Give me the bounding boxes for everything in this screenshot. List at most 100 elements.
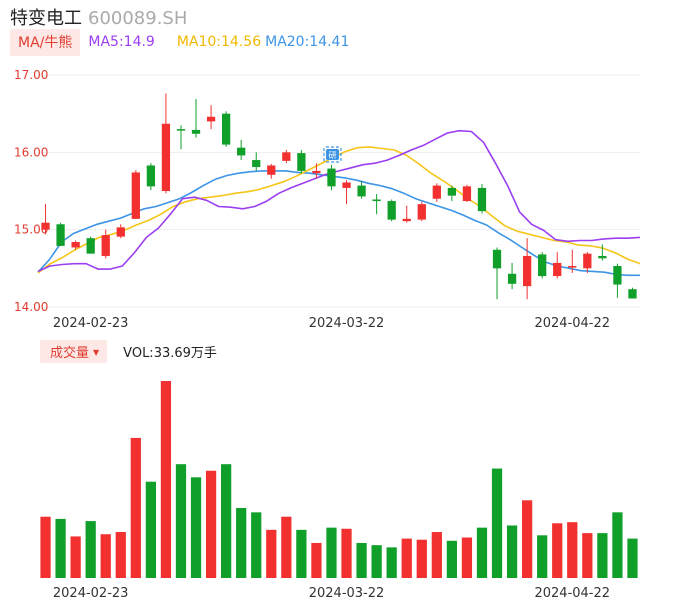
candle-body bbox=[462, 186, 472, 202]
x-tick-label: 2024-03-22 bbox=[309, 586, 385, 601]
volume-bars bbox=[40, 381, 638, 578]
candle bbox=[191, 98, 201, 138]
candle bbox=[71, 240, 80, 250]
volume-bar bbox=[341, 528, 352, 578]
candle-body bbox=[297, 153, 306, 171]
ma-legend: MA/牛熊 MA5:14.9 MA10:14.56 MA20:14.41 bbox=[10, 28, 350, 56]
candle-body bbox=[628, 289, 637, 299]
volume-bar bbox=[491, 468, 503, 578]
candle bbox=[282, 150, 291, 164]
volume-value: VOL:33.69万手 bbox=[123, 345, 217, 361]
volume-bar bbox=[85, 521, 96, 578]
candle-body bbox=[553, 262, 562, 277]
x-tick-label: 2024-03-22 bbox=[309, 316, 385, 331]
candle-body bbox=[538, 254, 547, 277]
candle bbox=[146, 163, 156, 191]
volume-bar bbox=[552, 523, 563, 578]
y-tick-label: 14.00 bbox=[14, 300, 48, 314]
volume-bar bbox=[401, 538, 412, 578]
candle-body bbox=[252, 160, 261, 168]
ma-toggle-button[interactable]: MA/牛熊 bbox=[10, 28, 81, 56]
candle-body bbox=[191, 129, 201, 134]
candle bbox=[492, 247, 502, 300]
price-grid bbox=[38, 74, 640, 308]
volume-toggle-label: 成交量 bbox=[50, 345, 90, 361]
candle-body bbox=[267, 165, 276, 175]
candle bbox=[312, 163, 321, 179]
volume-bar bbox=[175, 464, 187, 578]
volume-indicator-dropdown[interactable]: 成交量 ▼ bbox=[40, 339, 108, 363]
candle-body bbox=[522, 255, 532, 287]
candle-body bbox=[327, 168, 336, 187]
candle-body bbox=[477, 187, 487, 212]
candle-body bbox=[613, 266, 622, 285]
candle bbox=[221, 111, 231, 147]
price-axis-labels: 17.00 16.00 15.00 14.00 bbox=[14, 68, 48, 314]
candle bbox=[583, 252, 592, 273]
ma20-value: MA20:14.41 bbox=[265, 34, 350, 50]
candle-body bbox=[402, 218, 411, 222]
stock-code: 600089.SH bbox=[88, 8, 188, 29]
volume-bar bbox=[205, 470, 217, 578]
volume-bar bbox=[356, 542, 367, 578]
event-marker-icon[interactable]: 研 bbox=[323, 146, 342, 163]
volume-bar bbox=[190, 477, 202, 578]
volume-bar bbox=[145, 481, 156, 578]
candle bbox=[267, 163, 276, 179]
candle bbox=[342, 180, 351, 205]
candle-body bbox=[568, 266, 577, 268]
volume-bar bbox=[266, 529, 277, 578]
candle-body bbox=[598, 255, 607, 259]
candle-body bbox=[86, 238, 95, 254]
candle-body bbox=[176, 129, 186, 131]
ma10-line bbox=[37, 146, 641, 274]
candlestick-series bbox=[41, 93, 637, 300]
candle bbox=[387, 199, 396, 222]
volume-bar bbox=[55, 518, 66, 578]
ma5-line bbox=[37, 129, 641, 273]
candle bbox=[116, 224, 125, 239]
y-tick-label: 15.00 bbox=[14, 223, 48, 237]
volume-bar bbox=[236, 507, 247, 578]
volume-bar bbox=[160, 381, 172, 578]
candle bbox=[161, 93, 171, 194]
candle-body bbox=[56, 224, 65, 246]
candle-body bbox=[342, 182, 351, 188]
candle bbox=[522, 238, 532, 300]
x-tick-label: 2024-02-23 bbox=[53, 586, 129, 601]
x-tick-label: 2024-02-23 bbox=[53, 316, 129, 331]
candle-body bbox=[312, 170, 321, 174]
volume-bar bbox=[326, 527, 337, 578]
candle bbox=[432, 183, 441, 202]
volume-bar bbox=[130, 437, 141, 578]
candle-body bbox=[417, 204, 426, 220]
y-tick-label: 17.00 bbox=[14, 68, 48, 82]
candle bbox=[327, 164, 336, 191]
candle-body bbox=[447, 187, 457, 196]
x-tick-label: 2024-04-22 bbox=[534, 586, 610, 601]
candle bbox=[507, 262, 517, 290]
candle bbox=[41, 204, 50, 235]
volume-bar bbox=[386, 547, 397, 578]
volume-bar bbox=[296, 529, 307, 578]
candle bbox=[553, 252, 562, 279]
volume-bar bbox=[115, 532, 126, 578]
ma5-value: MA5:14.9 bbox=[88, 34, 155, 50]
x-tick-label: 2024-04-22 bbox=[534, 316, 610, 331]
caret-down-icon: ▼ bbox=[93, 347, 100, 357]
candle-body bbox=[161, 123, 171, 191]
price-date-axis: 2024-02-23 2024-03-22 2024-04-22 bbox=[53, 316, 610, 331]
volume-bar bbox=[371, 545, 382, 578]
candle bbox=[176, 125, 186, 150]
volume-bar bbox=[40, 516, 51, 578]
ma10-value: MA10:14.56 bbox=[176, 34, 262, 50]
candle-body bbox=[387, 201, 396, 220]
candle bbox=[613, 263, 622, 298]
candle-body bbox=[492, 249, 502, 269]
volume-bar bbox=[416, 539, 427, 578]
candle bbox=[297, 150, 306, 174]
volume-bar bbox=[537, 535, 548, 578]
volume-bar bbox=[100, 534, 111, 578]
svg-text:研: 研 bbox=[329, 151, 337, 160]
